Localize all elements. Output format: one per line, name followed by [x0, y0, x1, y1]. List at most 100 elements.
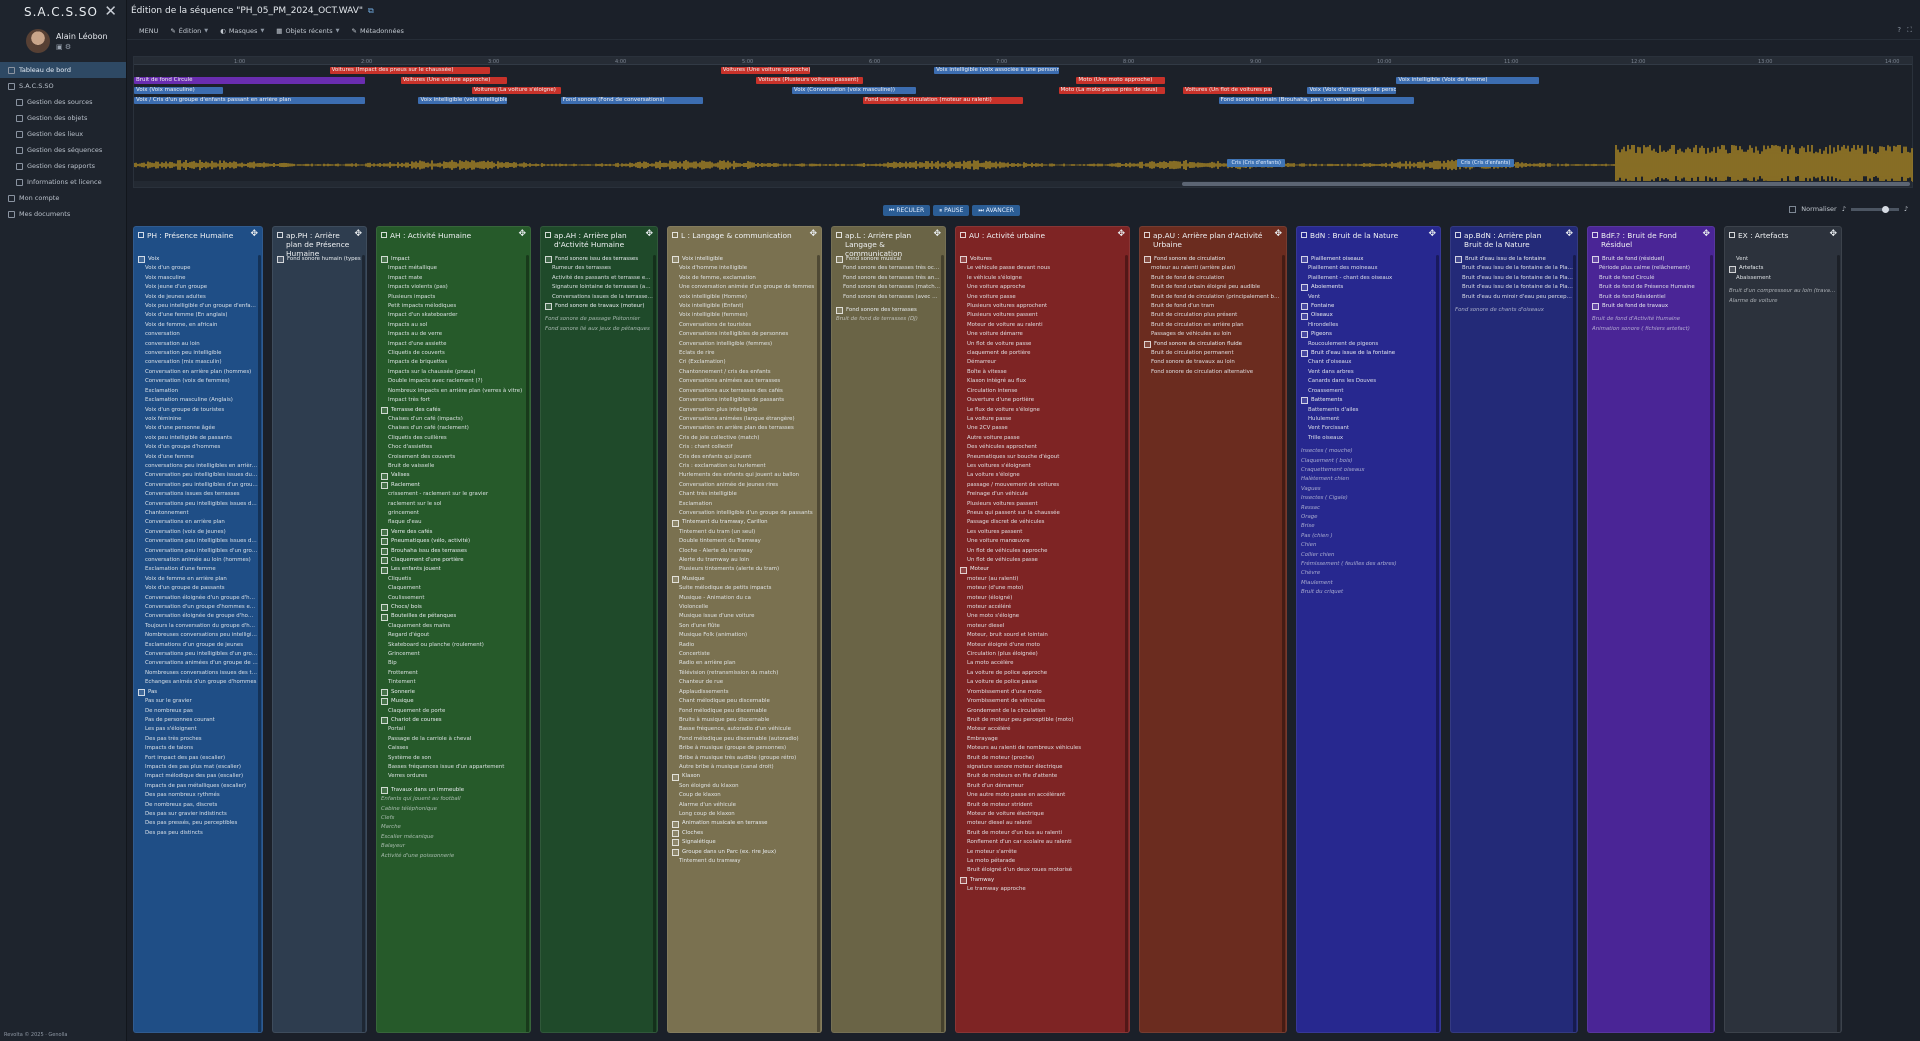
category-item[interactable]: Toujours la conversation du groupe d'hom… — [145, 622, 258, 629]
category-item[interactable]: Fond sonore de circulation alternative — [1151, 368, 1254, 375]
category-item[interactable]: Exclamations d'un groupe de jeunes — [145, 641, 244, 648]
category-item[interactable]: Des véhicules approchent — [967, 444, 1037, 451]
category-item[interactable]: Vent — [1308, 293, 1321, 300]
column-scrollbar[interactable] — [817, 255, 820, 1032]
category-item-inactive[interactable]: Clefs — [381, 814, 395, 821]
category-item[interactable]: Pneumatiques sur bouche d'égout — [967, 453, 1060, 460]
normaliser-checkbox[interactable] — [1789, 205, 1797, 213]
category-group[interactable]: Bruit de fond (résiduel) — [1592, 255, 1710, 264]
category-group[interactable]: Bruit de fond de travaux — [1592, 302, 1710, 311]
category-item-inactive[interactable]: Bruit d'un compresseur au loin (travaux) — [1729, 288, 1837, 295]
category-item[interactable]: Rumeur des terrasses — [552, 265, 611, 272]
category-item[interactable]: Moteur de voiture au ralenti — [967, 321, 1043, 328]
category-group[interactable]: Moteur — [960, 565, 1125, 574]
drag-handle-icon[interactable]: ✥ — [1829, 229, 1837, 239]
category-group[interactable]: Sonnerie — [381, 688, 526, 697]
sidebar-item[interactable]: Tableau de bord — [0, 62, 126, 78]
category-item[interactable]: Conversation (voix de jeunes) — [145, 528, 226, 535]
category-item[interactable]: Bruit de circulation en arrière plan — [1151, 321, 1244, 328]
category-item[interactable]: moteur (éloigné) — [967, 594, 1013, 601]
category-item[interactable]: Trille oiseaux — [1308, 434, 1344, 441]
category-item[interactable]: Passage discret de véhicules — [967, 519, 1045, 526]
category-item[interactable]: Hurlements des enfants qui jouent au bal… — [679, 472, 800, 479]
category-item[interactable]: Plusieurs voitures passent — [967, 312, 1038, 319]
category-item[interactable]: Des pas peu distincts — [145, 829, 203, 836]
category-item[interactable]: Eclats de rire — [679, 350, 715, 357]
drag-handle-icon[interactable]: ✥ — [250, 229, 258, 239]
category-item[interactable]: Portail — [388, 726, 405, 733]
category-item[interactable]: Bip — [388, 660, 397, 667]
category-item[interactable]: Une 2CV passe — [967, 425, 1008, 432]
category-group[interactable]: Valises — [381, 471, 526, 480]
category-item[interactable]: Conversations de touristes — [679, 321, 752, 328]
category-item[interactable]: Le moteur s'arrête — [967, 848, 1017, 855]
scrollbar-thumb[interactable] — [1182, 182, 1910, 186]
category-item[interactable]: La voiture passe — [967, 415, 1012, 422]
category-item[interactable]: Exclamation d'une femme — [145, 566, 216, 573]
category-group[interactable]: Bruit d'eau issu de la fontaine — [1455, 255, 1573, 264]
category-item[interactable]: Les voitures passent — [967, 528, 1023, 535]
category-item-inactive[interactable]: Frémissement ( feuilles des arbres) — [1301, 561, 1397, 567]
category-item[interactable]: Conversation en arrière plan des terrass… — [679, 425, 794, 432]
sidebar-item[interactable]: Gestion des rapports — [0, 158, 126, 174]
category-group[interactable]: Travaux dans un immeuble — [381, 786, 526, 795]
column-scrollbar[interactable] — [1837, 255, 1840, 1032]
column-header[interactable]: EX : Artefacts ✥ — [1725, 227, 1841, 253]
category-item[interactable]: Autre voiture passe — [967, 434, 1020, 441]
sidebar-item[interactable]: Gestion des séquences — [0, 142, 126, 158]
category-item[interactable]: Petit impacts mélodiques — [388, 303, 457, 310]
category-item[interactable]: Des pas pressés, peu perceptibles — [145, 820, 238, 827]
category-item-inactive[interactable]: Chèvre — [1301, 570, 1321, 577]
category-item[interactable]: Bruit de fond de circulation — [1151, 274, 1225, 281]
category-item[interactable]: Impacts de talons — [145, 745, 194, 752]
category-item[interactable]: Verres ordures — [388, 773, 428, 780]
category-item-inactive[interactable]: Enfants qui jouent au football — [381, 796, 461, 803]
category-item[interactable]: Télévision (retransmission du match) — [679, 669, 779, 676]
category-item[interactable]: Voix intelligible (Enfant) — [679, 303, 744, 310]
forward-button[interactable]: ⏭ AVANCER — [972, 205, 1020, 216]
drag-handle-icon[interactable]: ✥ — [809, 229, 817, 239]
category-item[interactable]: Hululement — [1308, 415, 1340, 422]
drag-handle-icon[interactable]: ✥ — [933, 229, 941, 239]
column-header[interactable]: PH : Présence Humaine ✥ — [134, 227, 262, 253]
column-scrollbar[interactable] — [258, 255, 261, 1032]
category-item[interactable]: Musique issue d'une voiture — [679, 613, 755, 620]
category-item[interactable]: Voix peu intelligible d'un groupe d'enfa… — [145, 303, 258, 310]
category-item[interactable]: Une moto s'éloigne — [967, 613, 1020, 620]
category-item[interactable]: Canards dans les Douves — [1308, 378, 1377, 385]
category-item[interactable]: Bribe à musique (groupe de personnes) — [679, 745, 787, 752]
category-item[interactable]: Chantonnement / cris des enfants — [679, 368, 771, 375]
category-item[interactable]: Plusieurs impacts — [388, 293, 436, 300]
category-item[interactable]: Son d'une flûte — [679, 622, 720, 629]
category-item[interactable]: Bruit de fond Circulé — [1599, 274, 1655, 281]
category-item[interactable]: Moteur de voiture électrique — [967, 810, 1044, 817]
category-item[interactable]: Un flot de véhicules approche — [967, 547, 1048, 554]
category-group[interactable]: Piaillement oiseaux — [1301, 255, 1436, 264]
timeline-clip[interactable]: Voix intelligible (Voix de femme) — [1396, 77, 1539, 84]
category-item[interactable]: Cri (Exclamation) — [679, 359, 726, 366]
time-ruler[interactable]: 1:00 2:00 3:00 4:00 5:00 6:00 7:00 8:00 9:00 10:0… — [134, 57, 1912, 65]
category-item[interactable]: Conversations en arrière plan — [145, 519, 225, 526]
category-item[interactable]: Echanges animés d'un groupe d'hommes — [145, 679, 257, 686]
category-item[interactable]: Cliquetis de couverts — [388, 350, 445, 357]
category-item[interactable]: Claquement de porte — [388, 707, 446, 714]
category-item[interactable]: Conversations animées d'un groupe de jeu… — [145, 660, 258, 667]
category-item[interactable]: Impact très fort — [388, 397, 430, 404]
pause-button[interactable]: ⏸ PAUSE — [933, 205, 970, 216]
category-group[interactable]: Bouteilles de pétanques — [381, 612, 526, 621]
category-item-inactive[interactable]: Animation sonore ( fichiers artefact) — [1592, 325, 1690, 332]
category-item[interactable]: Conversation peu intelligibles d'un grou… — [145, 481, 258, 488]
category-item[interactable]: Chaises d'un café (raclement) — [388, 425, 469, 432]
collapse-icon[interactable] — [836, 232, 842, 238]
category-item-inactive[interactable]: Craquettement oiseaux — [1301, 466, 1365, 473]
category-item-inactive[interactable]: Fond sonore de passage Piétonnier — [545, 316, 640, 323]
category-group[interactable]: Raclement — [381, 481, 526, 490]
category-item[interactable]: Fond mélodique peu discernable — [679, 707, 767, 714]
column-scrollbar[interactable] — [1125, 255, 1128, 1032]
collapse-icon[interactable] — [672, 232, 678, 238]
category-item[interactable]: Bruits à musique peu discernable — [679, 716, 770, 723]
category-item-inactive[interactable]: Ressac — [1301, 504, 1320, 511]
category-item[interactable]: passage / mouvement de voitures — [967, 481, 1060, 488]
category-item[interactable]: Conversation éloignée d'un groupe d'homm… — [145, 594, 258, 601]
timeline-clip[interactable]: Moto (Une moto approche) — [1076, 77, 1166, 84]
